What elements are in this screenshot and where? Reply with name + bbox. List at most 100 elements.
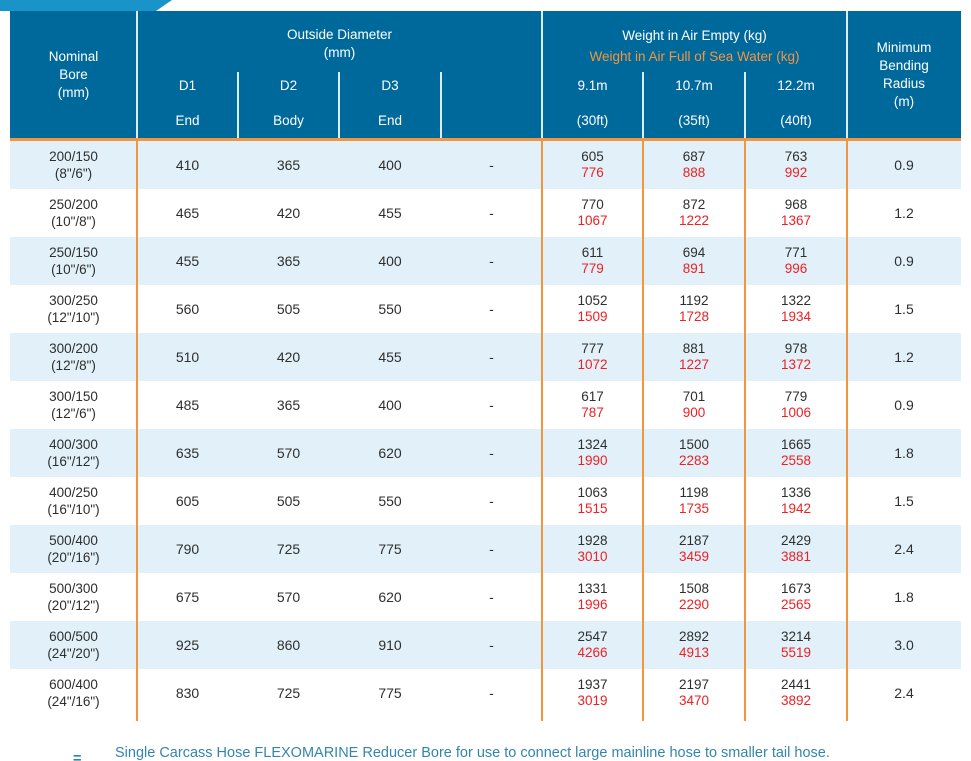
cell-weight-12-2m-value: 1942 xyxy=(780,501,812,516)
cell-min-bending-radius-value: 2.4 xyxy=(894,541,914,557)
header-col-d2: D2 Body xyxy=(238,72,339,138)
cell-d3-end-value: 775 xyxy=(378,541,402,557)
body-divider-orange xyxy=(744,141,746,721)
header-mbr-line1: Minimum xyxy=(876,39,932,55)
cell-weight-10-7m: 687 888 xyxy=(643,141,745,189)
cell-d1-end: 830 xyxy=(137,669,238,717)
cell-weight-12-2m: 771 996 xyxy=(745,237,847,285)
cell-nominal-bore-value: 500/300 xyxy=(49,581,98,596)
cell-min-bending-radius-value: 0.9 xyxy=(894,253,914,269)
cell-d3-end-value: 550 xyxy=(378,493,402,509)
cell-d4-blank: - xyxy=(441,141,542,189)
header-divider xyxy=(846,11,848,138)
cell-min-bending-radius-value: 1.2 xyxy=(894,349,914,365)
cell-weight-12-2m: 968 1367 xyxy=(745,189,847,237)
cell-weight-12-2m-value: 2558 xyxy=(780,453,812,468)
header-weight-group: Weight in Air Empty (kg) Weight in Air F… xyxy=(542,11,847,138)
footnote-text: Single Carcass Hose FLEXOMARINE Reducer … xyxy=(115,745,830,761)
header-subdivider xyxy=(338,72,340,138)
cell-weight-12-2m-value: 779 xyxy=(784,389,808,404)
cell-d2-body-value: 505 xyxy=(276,301,301,317)
cell-weight-12-2m: 763 992 xyxy=(745,141,847,189)
cell-weight-9-1m-value: 2547 xyxy=(577,629,608,644)
cell-weight-9-1m-value: 779 xyxy=(581,261,604,276)
cell-weight-12-2m-value: 996 xyxy=(784,261,808,276)
table-row: 600/400 (24"/16") 830 725 775-1937 3019 2197 34… xyxy=(10,669,961,717)
cell-d2-body-value: 505 xyxy=(276,493,301,509)
cell-d2-body-value: 860 xyxy=(276,637,301,653)
cell-weight-12-2m-value: 992 xyxy=(784,165,808,180)
cell-weight-10-7m: 701 900 xyxy=(643,381,745,429)
header-outside-diameter-group: Outside Diameter (mm) D1 End D2 Body D3 … xyxy=(137,11,542,138)
cell-d3-end: 775 xyxy=(339,669,441,717)
body-divider-orange xyxy=(642,141,644,721)
cell-d3-end-value: 910 xyxy=(378,637,402,653)
cell-weight-10-7m-value: 1227 xyxy=(678,357,710,372)
cell-weight-12-2m: 1336 1942 xyxy=(745,477,847,525)
cell-d2-body: 570 xyxy=(238,573,339,621)
header-nominal-line3: (mm) xyxy=(57,84,90,100)
footnote-bullet: = xyxy=(73,751,82,761)
cell-weight-12-2m: 2429 3881 xyxy=(745,525,847,573)
cell-d2-body-value: 725 xyxy=(276,541,301,557)
header-d3-position: End xyxy=(377,113,403,128)
cell-d4-blank-value: - xyxy=(489,445,494,461)
header-nominal-line2: Bore xyxy=(59,66,88,82)
cell-weight-9-1m: 1937 3019 xyxy=(542,669,643,717)
cell-weight-10-7m-value: 1222 xyxy=(678,213,710,228)
cell-weight-9-1m-value: 1509 xyxy=(577,309,608,324)
cell-weight-12-2m: 2441 3892 xyxy=(745,669,847,717)
header-nominal-line1: Nominal xyxy=(48,48,99,64)
cell-nominal-bore: 600/400 (24"/16") xyxy=(10,669,137,717)
cell-nominal-bore-value: (12"/6") xyxy=(51,406,96,421)
table-row: 500/300 (20"/12") 675 570 620-1331 1996 1508 22… xyxy=(10,573,961,621)
header-weight-full-title: Weight in Air Full of Sea Water (kg) xyxy=(589,49,800,64)
cell-d4-blank-value: - xyxy=(489,637,494,653)
cell-d4-blank: - xyxy=(441,333,542,381)
cell-min-bending-radius-value: 0.9 xyxy=(894,397,914,413)
cell-weight-10-7m-value: 900 xyxy=(682,405,706,420)
cell-weight-9-1m: 611 779 xyxy=(542,237,643,285)
cell-weight-10-7m: 694 891 xyxy=(643,237,745,285)
cell-d2-body-value: 365 xyxy=(276,253,301,269)
cell-d4-blank-value: - xyxy=(489,157,494,173)
cell-d4-blank-value: - xyxy=(489,685,494,701)
cell-nominal-bore: 300/200 (12"/8") xyxy=(10,333,137,381)
cell-d4-blank: - xyxy=(441,237,542,285)
cell-weight-10-7m: 1198 1735 xyxy=(643,477,745,525)
header-od-title-text: Outside Diameter xyxy=(286,27,393,42)
cell-weight-12-2m-value: 968 xyxy=(784,197,808,212)
cell-weight-9-1m-value: 617 xyxy=(581,389,604,404)
cell-weight-9-1m-value: 1052 xyxy=(577,293,608,308)
cell-weight-12-2m-value: 2441 xyxy=(780,677,812,692)
header-length-9-1m: 9.1m xyxy=(577,78,608,93)
header-length-12-2m: 12.2m xyxy=(777,78,815,93)
cell-nominal-bore-value: (16"/10") xyxy=(47,502,100,517)
cell-d1-end-value: 465 xyxy=(175,205,200,221)
cell-min-bending-radius-value: 1.2 xyxy=(894,205,914,221)
cell-weight-10-7m-value: 1198 xyxy=(679,485,709,500)
cell-weight-9-1m: 2547 4266 xyxy=(542,621,643,669)
header-subdivider xyxy=(440,72,442,138)
cell-weight-10-7m-value: 3470 xyxy=(678,693,710,708)
header-col-9-1m: 9.1m (30ft) xyxy=(542,72,643,138)
cell-weight-12-2m: 1673 2565 xyxy=(745,573,847,621)
header-subdivider xyxy=(642,72,644,138)
cell-d1-end-value: 510 xyxy=(175,349,200,365)
body-divider-orange xyxy=(136,141,138,721)
cell-weight-9-1m-value: 1515 xyxy=(577,501,608,516)
cell-d2-body-value: 570 xyxy=(276,445,301,461)
cell-nominal-bore-value: (10"/8") xyxy=(51,214,96,229)
cell-min-bending-radius: 2.4 xyxy=(847,525,961,573)
header-mbr-line4: (m) xyxy=(893,93,915,109)
cell-min-bending-radius-value: 1.5 xyxy=(894,493,914,509)
cell-d2-body-value: 725 xyxy=(276,685,301,701)
cell-d4-blank: - xyxy=(441,429,542,477)
cell-d2-body: 725 xyxy=(238,669,339,717)
cell-weight-9-1m-value: 611 xyxy=(581,245,604,260)
table-body: 200/150 (8"/6") 410 365 400-605 776 687 888 763 9… xyxy=(10,141,961,721)
cell-min-bending-radius-value: 2.4 xyxy=(894,685,914,701)
cell-nominal-bore: 250/200 (10"/8") xyxy=(10,189,137,237)
cell-d3-end: 400 xyxy=(339,237,441,285)
cell-weight-12-2m-value: 2429 xyxy=(780,533,812,548)
